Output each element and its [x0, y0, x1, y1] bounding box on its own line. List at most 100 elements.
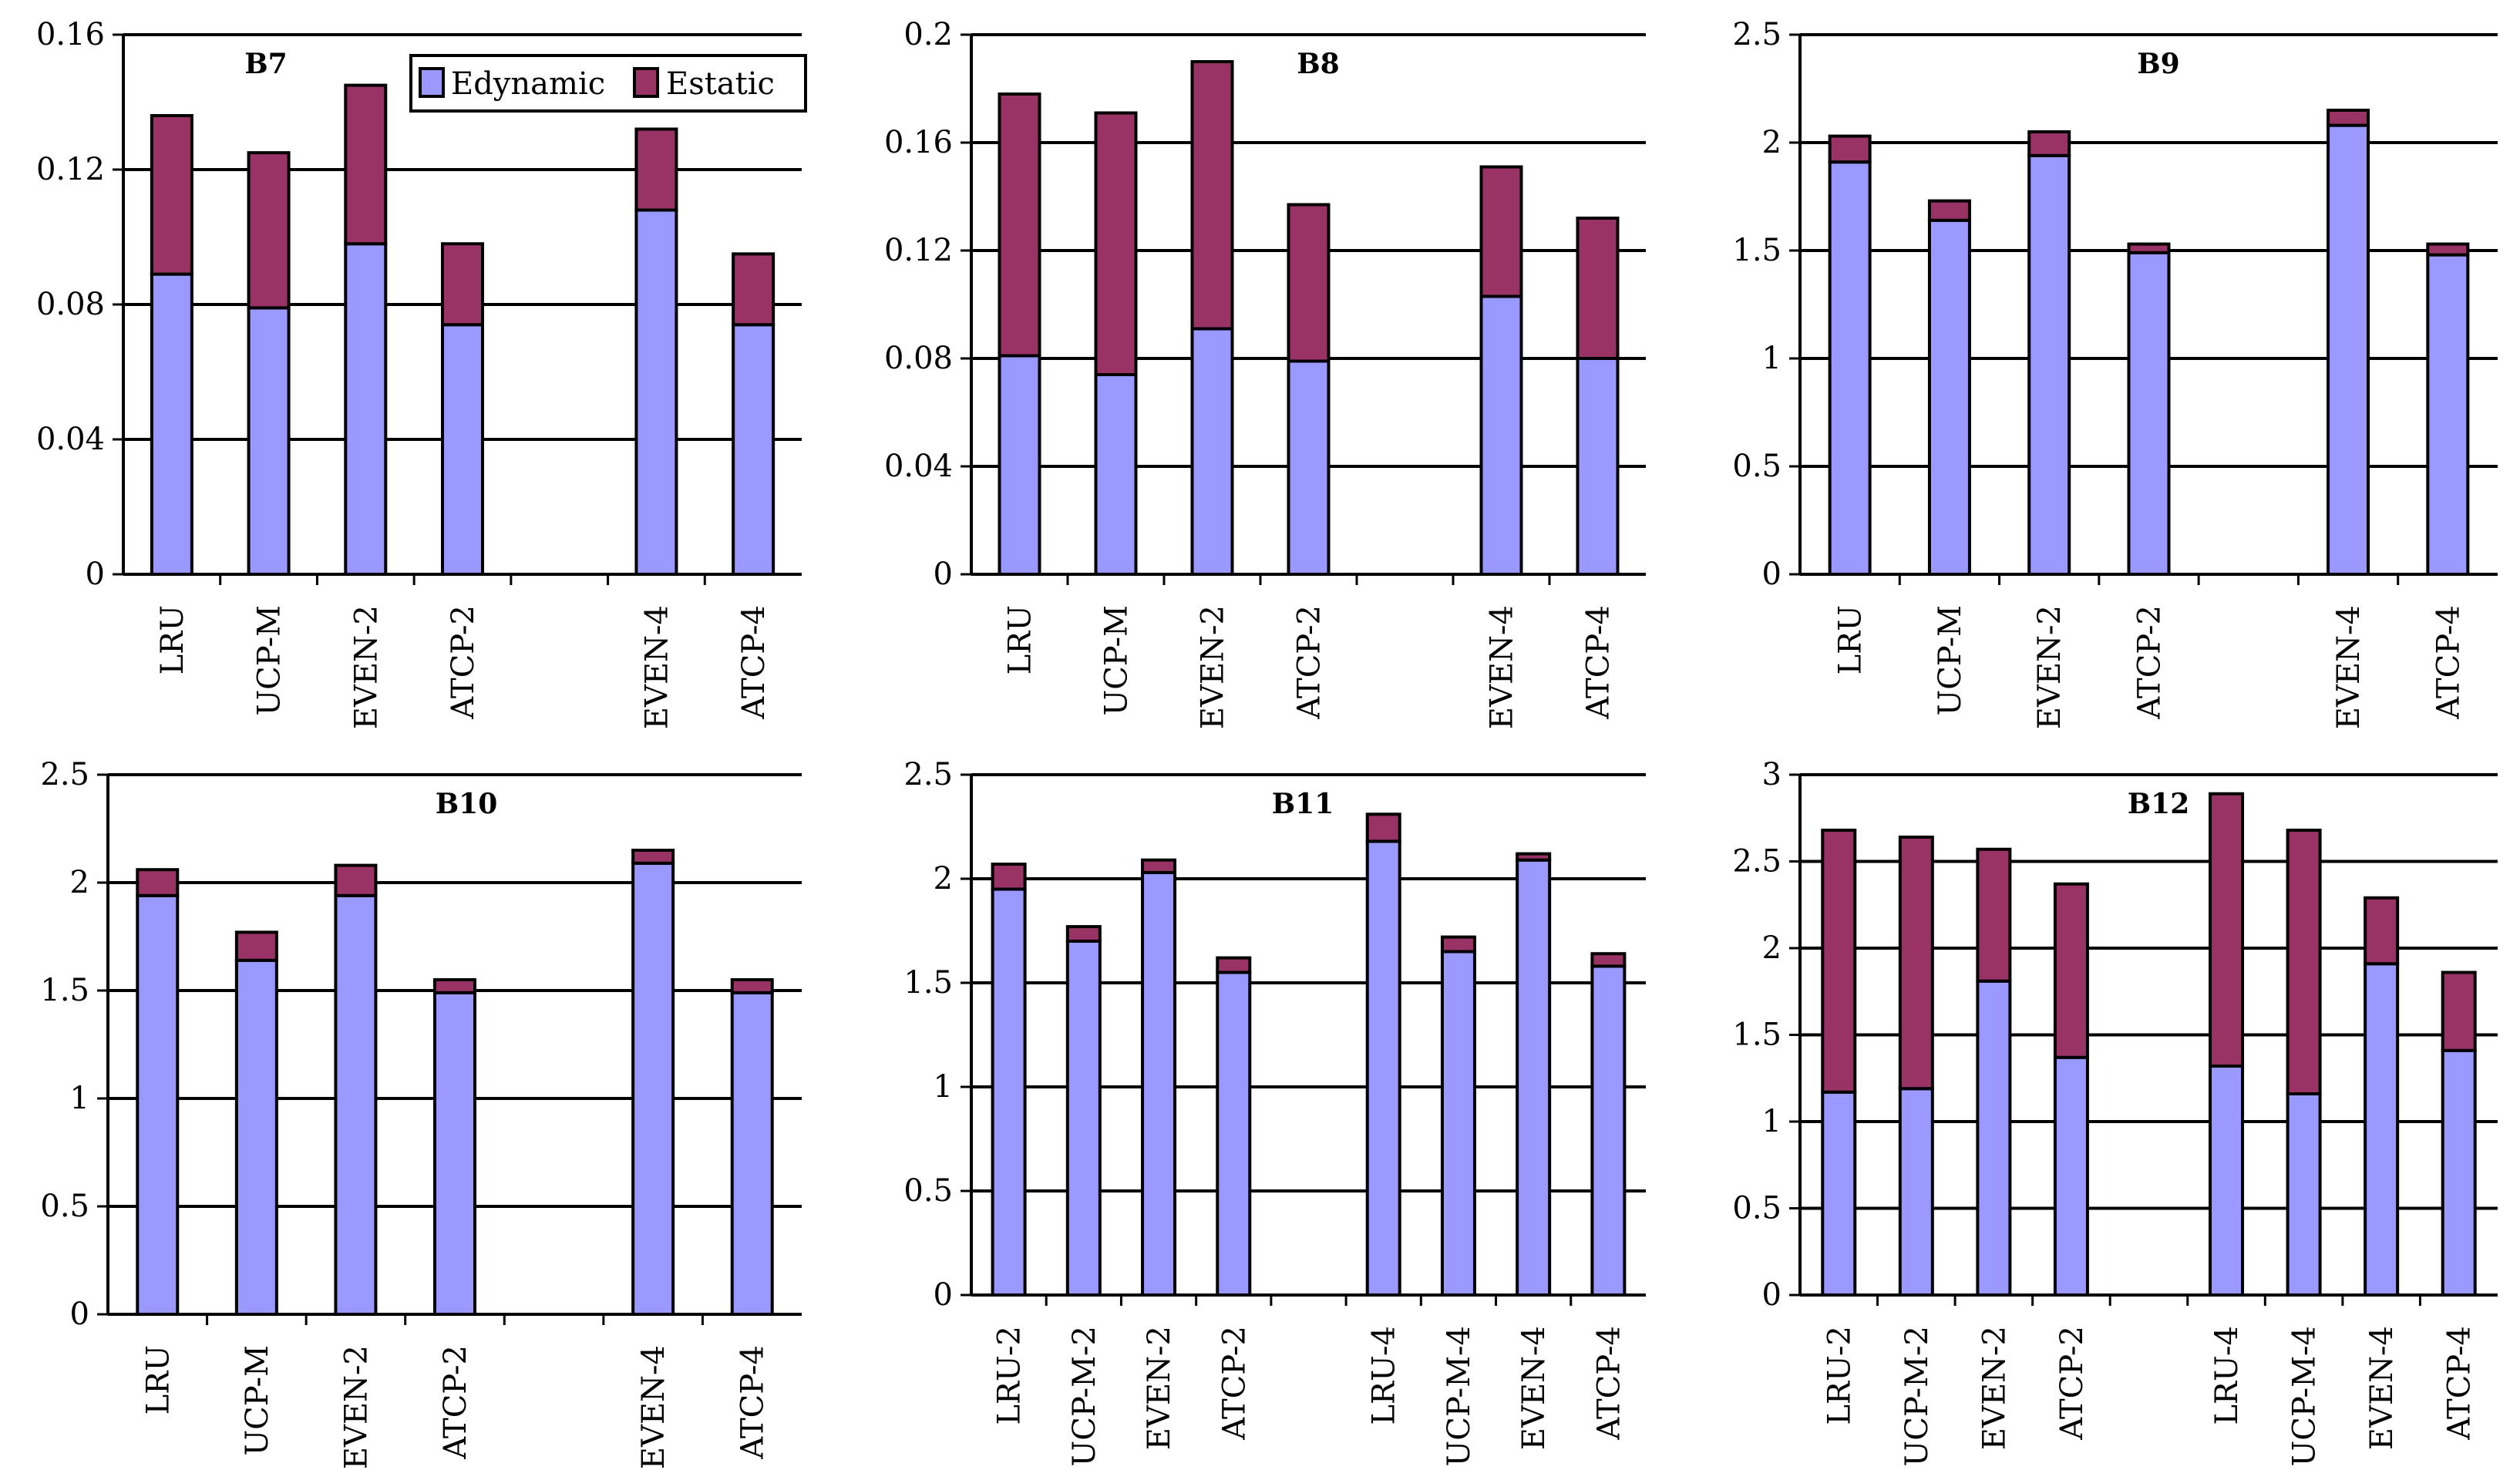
- x-tick-label: ATCP-2: [446, 605, 481, 720]
- x-tick-label: LRU-4: [1367, 1326, 1402, 1425]
- bar-estatic: [433, 978, 476, 994]
- bar-edynamic: [732, 323, 776, 576]
- x-tick-label: ATCP-4: [2442, 1326, 2478, 1441]
- x-tick-label: UCP-M-2: [1899, 1326, 1935, 1466]
- chart-title: B10: [436, 788, 498, 820]
- y-tick-label: 2: [1762, 125, 1781, 160]
- bar-estatic: [730, 978, 774, 994]
- x-tick-label: EVEN-4: [636, 1345, 671, 1469]
- legend-label-estatic: Estatic: [666, 66, 775, 102]
- y-tick-label: 1: [1762, 1104, 1781, 1139]
- x-tick-label: ATCP-4: [1591, 1326, 1627, 1441]
- bar-edynamic: [730, 991, 774, 1317]
- x-tick-label: ATCP-2: [438, 1345, 473, 1460]
- y-tick-label: 0.16: [884, 125, 953, 160]
- x-tick-label: LRU: [1003, 605, 1038, 674]
- x-tick-label: UCP-M: [252, 605, 288, 716]
- y-tick-label: 0.12: [36, 152, 105, 187]
- x-tick-label: EVEN-4: [639, 605, 675, 729]
- bar-edynamic: [247, 306, 291, 576]
- y-tick-label: 0.08: [884, 341, 953, 376]
- y-tick-label: 2.5: [903, 757, 953, 792]
- chart-b8: 0 0.04 0.08 0.12 0.16 0.2 LRU UCP-M EVEN-2 ATCP-2…: [884, 17, 1646, 729]
- chart-b10: 0 0.5 1 1.5 2 2.5 LRU UCP-M EVEN-2 ATCP-2 EVEN-4 AT…: [40, 757, 802, 1469]
- bar-estatic: [634, 127, 678, 212]
- y-tick-label: 1: [70, 1081, 89, 1116]
- y-tick-label: 3: [1762, 757, 1781, 792]
- y-tick-label: 2.5: [1732, 844, 1781, 880]
- bar-edynamic: [441, 323, 484, 576]
- x-tick-label: UCP-M: [1099, 605, 1135, 716]
- x-tick-label: UCP-M: [1933, 605, 1968, 716]
- y-tick-label: 1.5: [40, 973, 89, 1008]
- y-tick-label: 0.04: [884, 449, 953, 484]
- x-tick-label: UCP-M-4: [2287, 1326, 2323, 1466]
- y-tick-label: 0.08: [36, 287, 105, 322]
- chart-b11: 0 0.5 1 1.5 2 2.5 LRU-2 UCP-M-2 EVEN-2 ATCP-2 LRU-…: [903, 757, 1646, 1466]
- bar-edynamic: [1590, 964, 1627, 1297]
- bar-estatic: [1065, 925, 1102, 943]
- bar-edynamic: [1190, 327, 1234, 576]
- chart-title: B8: [1297, 48, 1339, 80]
- bar-edynamic: [634, 208, 678, 576]
- x-tick-label: UCP-M: [240, 1345, 275, 1456]
- bar-edynamic: [1898, 1087, 1934, 1297]
- bar-estatic: [2327, 109, 2370, 127]
- bar-estatic: [998, 93, 1041, 358]
- x-tick-label: UCP-M-4: [1442, 1326, 1477, 1466]
- bar-edynamic: [136, 893, 180, 1317]
- bar-estatic: [441, 242, 484, 327]
- legend-box: [409, 54, 807, 113]
- x-tick-label: UCP-M-2: [1067, 1326, 1102, 1466]
- bar-edynamic: [1828, 160, 1872, 576]
- bar-estatic: [234, 930, 278, 962]
- bar-estatic: [732, 252, 776, 327]
- bar-edynamic: [1440, 950, 1476, 1297]
- chart-title: B11: [1272, 788, 1334, 820]
- bar-edynamic: [1976, 979, 2012, 1297]
- x-tick-label: ATCP-2: [1216, 1326, 1252, 1441]
- bar-estatic: [2027, 130, 2071, 157]
- chart-b12: 0 0.5 1 1.5 2 2.5 3 LRU-2 UCP-M-2 EVEN-2 ATCP-2 LRU…: [1732, 757, 2498, 1466]
- x-tick-label: EVEN-2: [348, 605, 384, 729]
- bar-edynamic: [1065, 940, 1102, 1297]
- bar-edynamic: [2127, 251, 2171, 576]
- x-tick-label: EVEN-4: [1516, 1326, 1552, 1450]
- bar-estatic: [247, 151, 291, 310]
- bar-estatic: [991, 863, 1027, 891]
- bar-estatic: [2286, 829, 2322, 1095]
- bar-edynamic: [1216, 970, 1252, 1297]
- bar-estatic: [1898, 836, 1934, 1091]
- bar-edynamic: [991, 887, 1027, 1297]
- bar-estatic: [1927, 199, 1971, 222]
- x-tick-label: EVEN-2: [1142, 1326, 1177, 1450]
- chart-b7: 0 0.04 0.08 0.12 0.16 LRU UCP-M EVEN-2 ATCP-2 EVE…: [36, 17, 802, 729]
- bar-estatic: [1190, 60, 1234, 331]
- bar-estatic: [150, 114, 193, 276]
- bar-estatic: [2441, 970, 2477, 1052]
- y-tick-label: 2: [934, 861, 953, 896]
- y-tick-label: 0: [1762, 1277, 1781, 1313]
- x-tick-label: ATCP-2: [2132, 605, 2168, 720]
- x-tick-label: EVEN-4: [2331, 605, 2367, 729]
- bar-estatic: [1976, 847, 2012, 983]
- y-tick-label: 2.5: [1732, 17, 1781, 52]
- y-tick-label: 1: [934, 1069, 953, 1105]
- bar-estatic: [2127, 242, 2171, 254]
- x-tick-label: EVEN-4: [1485, 605, 1520, 729]
- y-tick-label: 0: [934, 557, 953, 592]
- bar-estatic: [1216, 956, 1252, 974]
- bar-estatic: [344, 83, 388, 246]
- y-tick-label: 0: [86, 557, 105, 592]
- x-tick-label: ATCP-4: [736, 605, 772, 720]
- bar-estatic: [136, 868, 180, 897]
- bar-edynamic: [1287, 359, 1331, 576]
- x-tick-label: ATCP-2: [1292, 605, 1327, 720]
- chart-b9: 0 0.5 1 1.5 2 2.5 LRU UCP-M EVEN-2 ATCP-2 EVEN-4 AT…: [1732, 17, 2498, 729]
- bar-edynamic: [2286, 1092, 2322, 1297]
- bar-estatic: [2426, 242, 2470, 257]
- bar-estatic: [1821, 829, 1857, 1094]
- bar-estatic: [1094, 111, 1138, 376]
- y-tick-label: 1: [1762, 341, 1781, 376]
